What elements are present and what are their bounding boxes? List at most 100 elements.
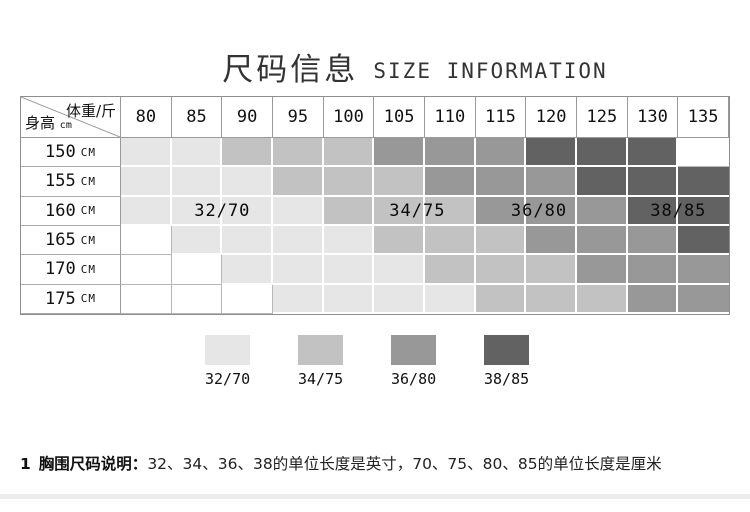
size-cell: [577, 284, 628, 314]
bottom-divider: [0, 494, 750, 499]
weight-header-cell: 130: [627, 97, 679, 138]
notes-section: 1 胸围尺码说明：32、34、36、38的单位长度是英寸，70、75、80、85的…: [20, 394, 735, 512]
weight-header-cell: 120: [526, 97, 577, 138]
size-table: 体重/斤 身高 cm 80 85 90 95 100 105 110 115 120 125 130…: [20, 96, 730, 315]
height-header-cell: 150 CM: [21, 138, 121, 168]
legend-item: 32/70: [205, 335, 250, 388]
corner-height-label: 身高 cm: [25, 114, 72, 132]
size-cell: [121, 226, 172, 256]
size-cell: [171, 196, 223, 226]
size-cell: [222, 284, 273, 314]
size-cell: [678, 226, 729, 256]
size-cell: [374, 284, 425, 314]
table-corner-cell: 体重/斤 身高 cm: [21, 97, 121, 138]
size-cell: [374, 196, 425, 226]
size-cell: [425, 196, 476, 226]
size-cell: [526, 226, 577, 256]
size-cell: [678, 284, 729, 314]
weight-header-cell: 105: [374, 97, 425, 138]
legend-item: 34/75: [298, 335, 343, 388]
size-cell: [678, 167, 729, 197]
corner-weight-label: 体重/斤: [65, 102, 116, 120]
size-cell: [323, 167, 375, 197]
size-cell: [323, 138, 375, 168]
title-english: SIZE INFORMATION: [373, 59, 608, 83]
note-bust-sizes: 1 胸围尺码说明：32、34、36、38的单位长度是英寸，70、75、80、85的…: [20, 455, 662, 473]
size-cell: [273, 226, 324, 256]
size-cell: [577, 255, 628, 285]
size-cell: [526, 167, 577, 197]
size-cell: [627, 196, 679, 226]
height-header-cell: 155 CM: [21, 167, 121, 197]
weight-header-cell: 125: [577, 97, 628, 138]
size-cell: [273, 138, 324, 168]
weight-header-cell: 100: [323, 97, 375, 138]
legend-label: 38/85: [484, 370, 530, 388]
size-cell: [526, 284, 577, 314]
size-cell: [171, 138, 223, 168]
size-cell: [171, 167, 223, 197]
size-cell: [475, 226, 527, 256]
size-cell: [374, 255, 425, 285]
size-cell: [273, 167, 324, 197]
size-cell: [222, 196, 273, 226]
size-cell: [374, 226, 425, 256]
size-cell: [425, 167, 476, 197]
size-cell: [222, 138, 273, 168]
weight-header-cell: 115: [475, 97, 527, 138]
size-cell: [425, 255, 476, 285]
size-cell: [425, 226, 476, 256]
title-chinese: 尺码信息: [222, 52, 359, 88]
size-cell: [526, 255, 577, 285]
height-header-cell: 165 CM: [21, 226, 121, 256]
size-cell: [678, 138, 729, 168]
weight-header-cell: 80: [121, 97, 172, 138]
size-cell: [323, 255, 375, 285]
legend-swatch: [205, 335, 250, 365]
weight-header-cell: 85: [171, 97, 223, 138]
size-cell: [121, 138, 172, 168]
height-header-cell: 170 CM: [21, 255, 121, 285]
size-cell: [577, 167, 628, 197]
legend-swatch: [484, 335, 529, 365]
size-cell: [273, 196, 324, 226]
height-header-cell: 175 CM: [21, 284, 121, 314]
size-cell: [323, 284, 375, 314]
weight-header-cell: 95: [273, 97, 324, 138]
size-cell: [627, 255, 679, 285]
size-cell: [273, 255, 324, 285]
weight-header-cell: 110: [425, 97, 476, 138]
legend-label: 36/80: [391, 370, 437, 388]
size-cell: [678, 196, 729, 226]
size-cell: [475, 255, 527, 285]
legend-label: 32/70: [205, 370, 251, 388]
size-cell: [121, 284, 172, 314]
size-cell: [577, 196, 628, 226]
size-cell: [475, 196, 527, 226]
size-cell: [627, 226, 679, 256]
size-cell: [222, 167, 273, 197]
size-cell: [425, 284, 476, 314]
size-cell: [627, 167, 679, 197]
size-cell: [121, 255, 172, 285]
size-legend: 32/70 34/75 36/80 38/85: [205, 335, 529, 388]
legend-swatch: [391, 335, 436, 365]
size-cell: [171, 255, 223, 285]
size-cell: [475, 138, 527, 168]
size-cell: [627, 284, 679, 314]
size-cell: [577, 226, 628, 256]
weight-header-cell: 90: [222, 97, 273, 138]
size-cell: [475, 167, 527, 197]
size-cell: [374, 167, 425, 197]
size-cell: [273, 284, 324, 314]
size-cell: [374, 138, 425, 168]
size-cell: [577, 138, 628, 168]
page-title: 尺码信息 SIZE INFORMATION: [40, 44, 750, 89]
size-cell: [222, 255, 273, 285]
size-cell: [171, 284, 223, 314]
size-cell: [678, 255, 729, 285]
size-cell: [222, 226, 273, 256]
size-cell: [171, 226, 223, 256]
size-cell: [475, 284, 527, 314]
